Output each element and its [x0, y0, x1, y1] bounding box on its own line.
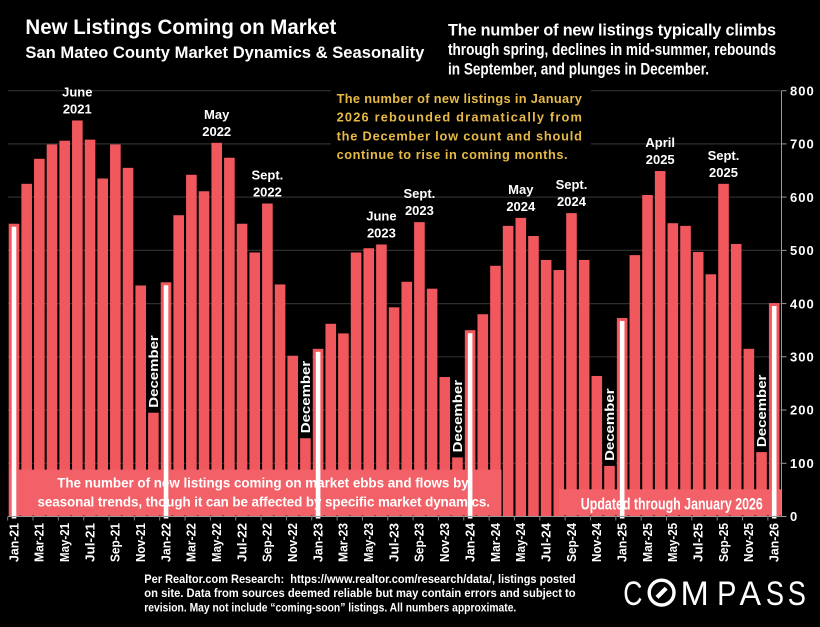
- svg-text:seasonal trends, though it can: seasonal trends, though it can be affect…: [38, 495, 491, 510]
- svg-text:500: 500: [790, 243, 815, 258]
- svg-text:May-24: May-24: [514, 523, 528, 562]
- svg-text:Jul-25: Jul-25: [691, 523, 705, 562]
- svg-text:Jan-24: Jan-24: [463, 523, 477, 562]
- svg-text:Mar-24: Mar-24: [489, 523, 503, 562]
- svg-text:Jan-23: Jan-23: [311, 523, 325, 562]
- svg-text:June: June: [62, 85, 92, 100]
- svg-text:Sept.: Sept.: [556, 177, 588, 192]
- svg-text:Jan-22: Jan-22: [159, 523, 173, 562]
- svg-text:2026 rebounded dramatically fr: 2026 rebounded dramatically from: [337, 110, 582, 125]
- svg-text:San Mateo County Market Dynami: San Mateo County Market Dynamics & Seaso…: [25, 43, 425, 62]
- svg-text:2022: 2022: [202, 124, 231, 139]
- svg-text:200: 200: [790, 403, 815, 418]
- svg-text:on site. Data from sources dee: on site. Data from sources deemed reliab…: [144, 586, 576, 600]
- svg-text:continue to rise in coming mon: continue to rise in coming months.: [337, 147, 568, 162]
- svg-text:Sept.: Sept.: [252, 168, 284, 183]
- svg-text:2025: 2025: [646, 152, 675, 167]
- svg-text:800: 800: [790, 83, 815, 98]
- svg-text:Sept.: Sept.: [708, 148, 740, 163]
- svg-text:in September, and plunges in D: in September, and plunges in December.: [448, 60, 709, 78]
- svg-text:100: 100: [790, 456, 815, 471]
- svg-text:December: December: [146, 335, 161, 408]
- svg-text:Updated through January 2026: Updated through January 2026: [581, 495, 763, 514]
- svg-text:S: S: [788, 574, 806, 613]
- svg-text:May-25: May-25: [666, 523, 680, 562]
- svg-text:May-21: May-21: [58, 523, 72, 562]
- svg-text:600: 600: [790, 190, 815, 205]
- svg-text:2022: 2022: [253, 185, 282, 200]
- svg-text:Sept.: Sept.: [404, 186, 436, 201]
- svg-text:Jul-24: Jul-24: [539, 523, 553, 562]
- svg-text:Nov-21: Nov-21: [134, 523, 148, 562]
- svg-text:Jan-21: Jan-21: [7, 523, 21, 562]
- svg-text:Mar-21: Mar-21: [33, 523, 47, 562]
- svg-text:December: December: [450, 379, 465, 452]
- svg-text:Jan-25: Jan-25: [615, 523, 629, 562]
- svg-text:Mar-23: Mar-23: [337, 523, 351, 562]
- svg-text:A: A: [740, 575, 762, 613]
- svg-text:The number of new listings com: The number of new listings coming on mar…: [57, 476, 469, 491]
- svg-text:Jan-26: Jan-26: [768, 523, 782, 562]
- svg-text:Nov-25: Nov-25: [742, 523, 756, 562]
- svg-text:Jul-23: Jul-23: [387, 523, 401, 562]
- svg-text:June: June: [366, 209, 396, 224]
- svg-text:May: May: [508, 182, 534, 197]
- svg-text:Jul-21: Jul-21: [83, 523, 97, 562]
- svg-text:Sep-23: Sep-23: [413, 523, 427, 562]
- svg-text:2024: 2024: [506, 199, 536, 214]
- svg-text:2023: 2023: [405, 203, 434, 218]
- svg-text:Jul-22: Jul-22: [235, 523, 249, 562]
- svg-text:Sep-22: Sep-22: [261, 523, 275, 562]
- svg-text:revision. May not include “com: revision. May not include “coming-soon” …: [144, 601, 516, 615]
- svg-text:700: 700: [790, 137, 815, 152]
- svg-text:Per Realtor.com Research: htt: Per Realtor.com Research: https://www.re…: [144, 572, 575, 586]
- svg-text:December: December: [298, 360, 313, 433]
- svg-text:through spring, declines in mi: through spring, declines in mid-summer, …: [448, 41, 776, 59]
- svg-text:May-23: May-23: [362, 523, 376, 562]
- svg-text:Mar-25: Mar-25: [641, 523, 655, 562]
- svg-text:2023: 2023: [367, 226, 396, 241]
- svg-text:400: 400: [790, 296, 815, 311]
- svg-text:Sep-24: Sep-24: [565, 523, 579, 562]
- svg-text:M: M: [681, 575, 709, 613]
- svg-text:Mar-22: Mar-22: [185, 523, 199, 562]
- svg-text:May: May: [204, 107, 230, 122]
- svg-text:Sep-25: Sep-25: [717, 523, 731, 562]
- svg-text:2021: 2021: [63, 102, 92, 117]
- svg-text:Sep-21: Sep-21: [109, 523, 123, 562]
- svg-text:Nov-22: Nov-22: [286, 523, 300, 562]
- svg-text:Nov-24: Nov-24: [590, 523, 604, 562]
- svg-text:P: P: [717, 574, 736, 613]
- svg-text:April: April: [645, 135, 675, 150]
- svg-text:the December low count and sho: the December low count and should: [337, 128, 582, 143]
- svg-text:December: December: [754, 374, 769, 447]
- svg-text:300: 300: [790, 350, 815, 365]
- svg-text:The number of new listings in: The number of new listings in January: [337, 91, 583, 106]
- svg-text:New Listings Coming on Market: New Listings Coming on Market: [25, 15, 336, 39]
- svg-text:C: C: [623, 575, 642, 613]
- svg-text:2025: 2025: [709, 165, 738, 180]
- svg-text:S: S: [766, 574, 784, 613]
- svg-text:May-22: May-22: [210, 523, 224, 562]
- svg-text:0: 0: [790, 509, 798, 524]
- svg-text:2024: 2024: [557, 194, 587, 209]
- svg-text:The number of new listings typ: The number of new listings typically cli…: [448, 21, 776, 39]
- svg-text:December: December: [602, 388, 617, 461]
- svg-text:Nov-23: Nov-23: [438, 523, 452, 562]
